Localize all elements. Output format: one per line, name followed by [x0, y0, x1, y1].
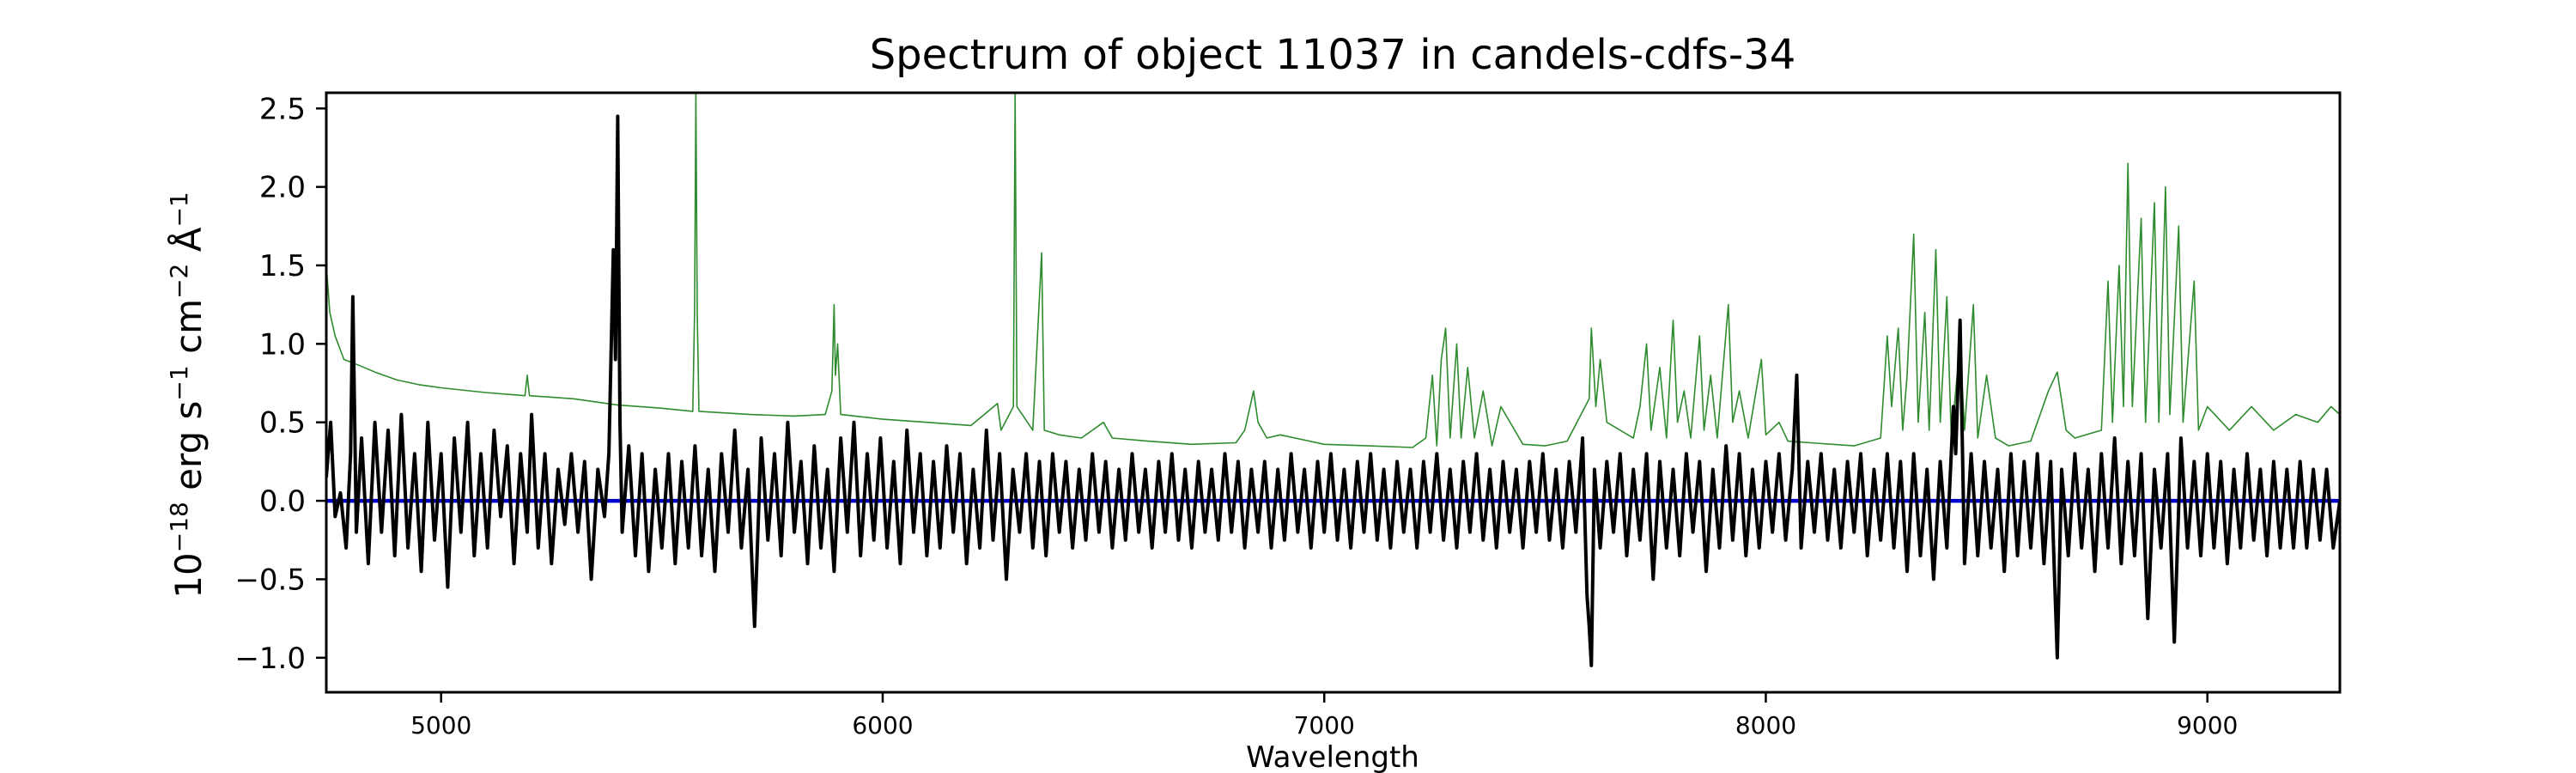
series-layer	[326, 93, 2340, 667]
x-tick-label: 8000	[1735, 711, 1796, 740]
series-line-flux	[326, 114, 2340, 667]
y-axis-label: 10−18 erg s−1 cm−2 Å−1	[165, 192, 210, 598]
x-tick-label: 7000	[1294, 711, 1355, 740]
x-tick-label: 9000	[2177, 711, 2238, 740]
plot-frame	[325, 91, 2342, 694]
x-tick-label: 6000	[852, 711, 913, 740]
x-tick-label: 5000	[410, 711, 471, 740]
series-line-noise	[326, 93, 2340, 448]
y-tick-label: 0.0	[259, 484, 306, 519]
y-tick-label: 1.5	[259, 249, 306, 283]
chart-title: Spectrum of object 11037 in candels-cdfs…	[870, 31, 1796, 79]
y-tick-label: −0.5	[234, 563, 306, 597]
y-tick-label: 1.0	[259, 327, 306, 362]
x-axis-ticks: 5000 6000 7000 8000 9000	[410, 692, 2238, 740]
y-tick-label: 2.5	[259, 92, 306, 126]
y-tick-label: 0.5	[259, 406, 306, 441]
x-axis-label: Wavelength	[1246, 740, 1419, 773]
y-axis-ticks: −1.0 −0.5 0.0 0.5 1.0 1.5 2.0 2.5	[234, 92, 326, 676]
y-tick-label: −1.0	[234, 642, 306, 676]
y-tick-label: 2.0	[259, 171, 306, 205]
